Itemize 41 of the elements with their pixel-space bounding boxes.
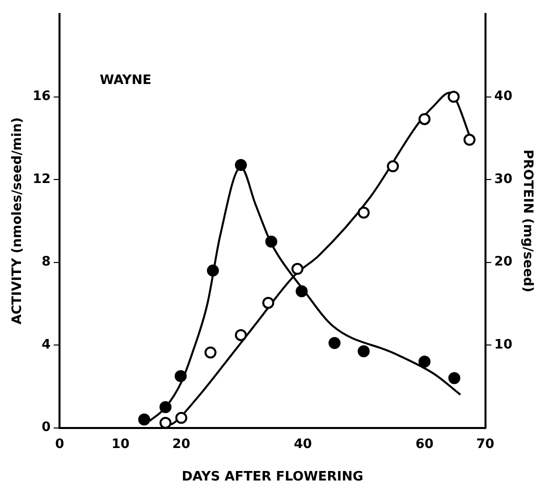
- point: [262, 296, 274, 309]
- point: [328, 336, 341, 349]
- y2-tick-label: 20: [494, 254, 512, 270]
- point: [138, 414, 150, 426]
- point: [234, 159, 247, 172]
- x-tick-label: 40: [294, 436, 312, 452]
- y-tick-label: 0: [42, 420, 51, 436]
- point: [234, 329, 247, 342]
- point: [296, 285, 308, 298]
- x-tick-label: 10: [111, 436, 130, 452]
- point: [448, 372, 460, 384]
- x-tick-label: 0: [55, 436, 64, 452]
- point: [448, 90, 460, 103]
- x-tick-label: 70: [476, 436, 494, 452]
- point: [174, 370, 187, 382]
- point: [204, 346, 216, 358]
- x-axis-title: DAYS AFTER FLOWERING: [182, 470, 364, 485]
- y2-tick-label: 10: [494, 337, 512, 352]
- y2-axis-title: PROTEIN (mg/seed): [520, 150, 535, 292]
- y-tick-label: 8: [42, 254, 51, 270]
- y-axis-title: ACTIVITY (nmoles/seed/min): [10, 117, 26, 324]
- y2-tick-label: 30: [494, 172, 512, 187]
- point: [159, 401, 172, 414]
- point: [206, 264, 219, 277]
- point: [358, 206, 370, 219]
- point: [159, 416, 172, 428]
- point: [358, 345, 370, 358]
- point: [175, 412, 188, 424]
- x-tick-label: 60: [415, 436, 434, 452]
- annotation: WAYNE: [100, 72, 152, 88]
- point: [464, 134, 476, 146]
- y2-tick-label: 40: [494, 89, 512, 104]
- y-tick-label: 12: [32, 172, 51, 187]
- point: [418, 113, 431, 126]
- point: [386, 160, 399, 172]
- point: [291, 262, 304, 275]
- x-tick-label: 20: [172, 436, 190, 452]
- point: [265, 236, 278, 248]
- point: [418, 356, 431, 368]
- y-tick-label: 16: [32, 89, 51, 104]
- y-tick-label: 4: [42, 337, 51, 352]
